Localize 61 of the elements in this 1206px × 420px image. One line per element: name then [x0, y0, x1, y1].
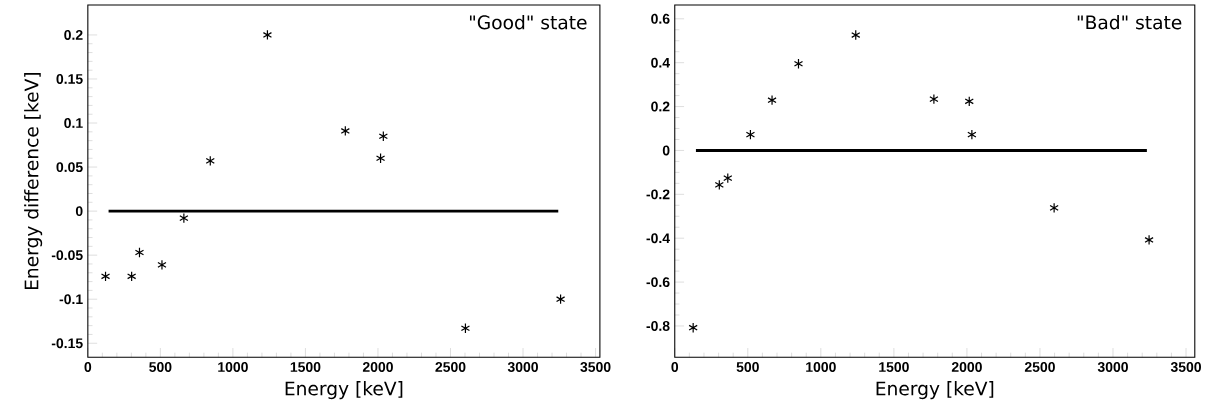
y-tick-label: 0: [75, 206, 83, 216]
point: [378, 130, 388, 142]
x-tick-label: 500: [736, 361, 759, 372]
x-tick-label: 1000: [218, 361, 248, 372]
point: [262, 29, 273, 41]
point: [1144, 234, 1154, 246]
point: [127, 270, 137, 282]
x-tick-label: 3500: [1170, 361, 1201, 372]
y-tick-label: -0.8: [646, 320, 670, 331]
point: [179, 212, 189, 224]
x-tick-label: 1000: [806, 361, 836, 372]
y-tick-label: 0.4: [651, 57, 670, 68]
y-tick-label: 0.2: [64, 29, 83, 40]
y-axis-title: Energy difference [keV]: [24, 72, 43, 289]
x-tick-label: 3500: [580, 361, 611, 372]
y-tick-label: -0.2: [646, 189, 670, 200]
y-tick-label: 0.2: [651, 101, 670, 112]
y-tick-label: 0.6: [651, 13, 670, 24]
y-tick-label: 0: [662, 145, 670, 156]
point: [745, 129, 756, 140]
y-tick-label: -0.05: [51, 250, 83, 260]
point: [714, 179, 724, 191]
point: [723, 172, 733, 184]
y-tick-label: -0.6: [646, 277, 670, 287]
point: [555, 293, 566, 305]
point: [340, 125, 350, 137]
point: [134, 247, 145, 258]
x-tick-label: 2500: [435, 361, 466, 372]
point: [205, 155, 215, 167]
x-tick-label: 1500: [290, 361, 321, 372]
x-tick-label: 3000: [1097, 361, 1128, 372]
y-tick-label: 0.1: [64, 117, 83, 128]
point: [1049, 202, 1059, 214]
y-tick-label: 0.15: [56, 73, 83, 84]
y-tick-label: -0.4: [646, 233, 670, 244]
point: [688, 322, 698, 333]
x-tick-label: 3000: [507, 361, 538, 372]
x-axis-title: Energy [keV]: [876, 380, 994, 400]
x-tick-label: 2000: [362, 361, 393, 372]
point: [964, 95, 974, 107]
point: [793, 58, 804, 69]
annotation: "Good" state: [469, 14, 587, 30]
x-tick-label: 2000: [951, 361, 982, 372]
x-tick-label: 1500: [879, 361, 909, 372]
point: [375, 152, 386, 164]
x-tick-label: 0: [671, 361, 679, 372]
point: [929, 93, 939, 105]
point: [767, 94, 777, 106]
x-tick-label: 0: [84, 361, 92, 372]
y-tick-label: -0.15: [51, 338, 83, 349]
point: [967, 129, 977, 140]
point: [100, 270, 111, 282]
x-tick-label: 2500: [1024, 361, 1055, 372]
point: [157, 259, 167, 270]
y-tick-label: 0.05: [56, 162, 83, 172]
x-tick-label: 500: [149, 361, 172, 372]
y-tick-label: -0.1: [59, 294, 83, 305]
annotation: "Bad" state: [1077, 14, 1182, 30]
point: [851, 29, 861, 41]
x-axis-title: Energy [keV]: [285, 380, 403, 400]
point: [460, 322, 471, 334]
